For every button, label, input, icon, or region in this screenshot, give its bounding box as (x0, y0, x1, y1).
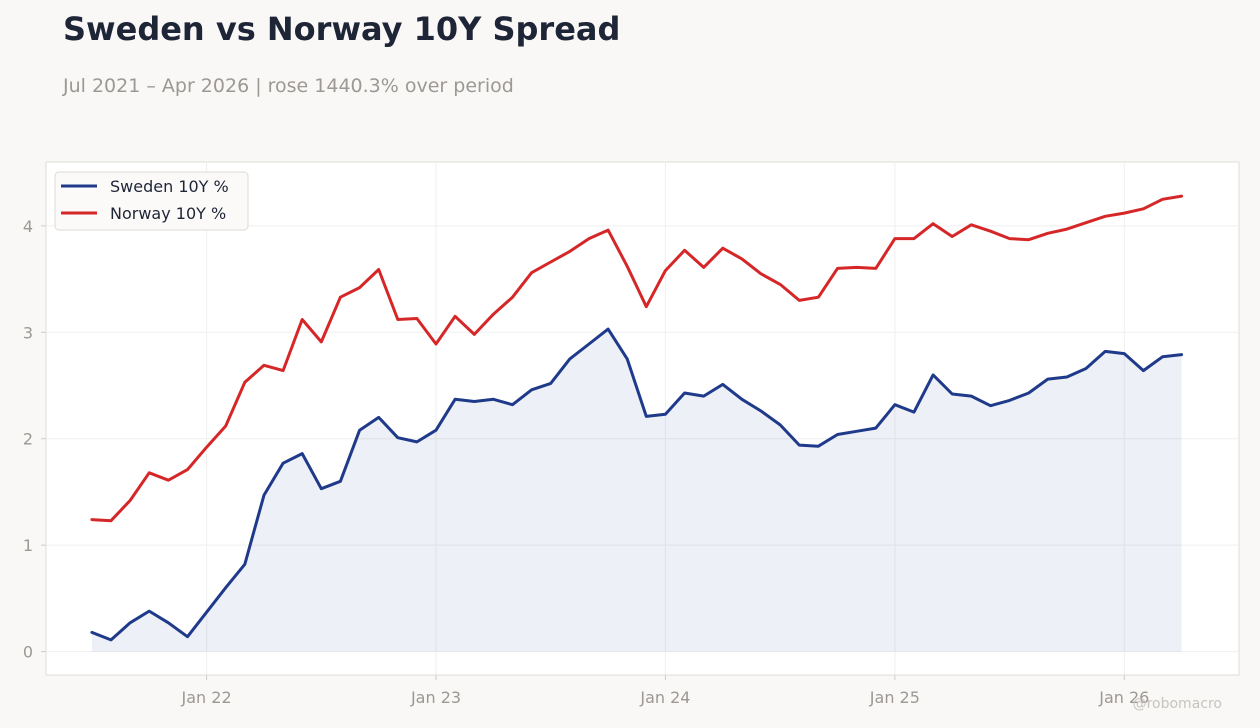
y-tick-label: 2 (23, 430, 33, 449)
legend-label: Sweden 10Y % (110, 177, 229, 196)
y-tick-label: 3 (23, 323, 33, 342)
x-tick-label: Jan 26 (1098, 688, 1149, 707)
y-tick-label: 4 (23, 217, 33, 236)
x-tick-label: Jan 22 (181, 688, 232, 707)
plot-area (45, 161, 1240, 676)
legend-box (54, 171, 249, 231)
watermark: @robomacro (1132, 696, 1222, 712)
sweden-line (90, 327, 1184, 642)
y-tick-label: 1 (23, 536, 33, 555)
chart-subtitle: Jul 2021 – Apr 2026 | rose 1440.3% over … (63, 75, 514, 97)
x-tick-label: Jan 24 (639, 688, 690, 707)
legend-label: Norway 10Y % (110, 204, 226, 223)
x-tick-label: Jan 23 (410, 688, 461, 707)
x-tick-label: Jan 25 (869, 688, 920, 707)
norway-line (90, 194, 1184, 523)
sweden-area-fill (91, 329, 1182, 652)
y-tick-label: 0 (23, 643, 33, 662)
chart-title: Sweden vs Norway 10Y Spread (63, 10, 621, 48)
